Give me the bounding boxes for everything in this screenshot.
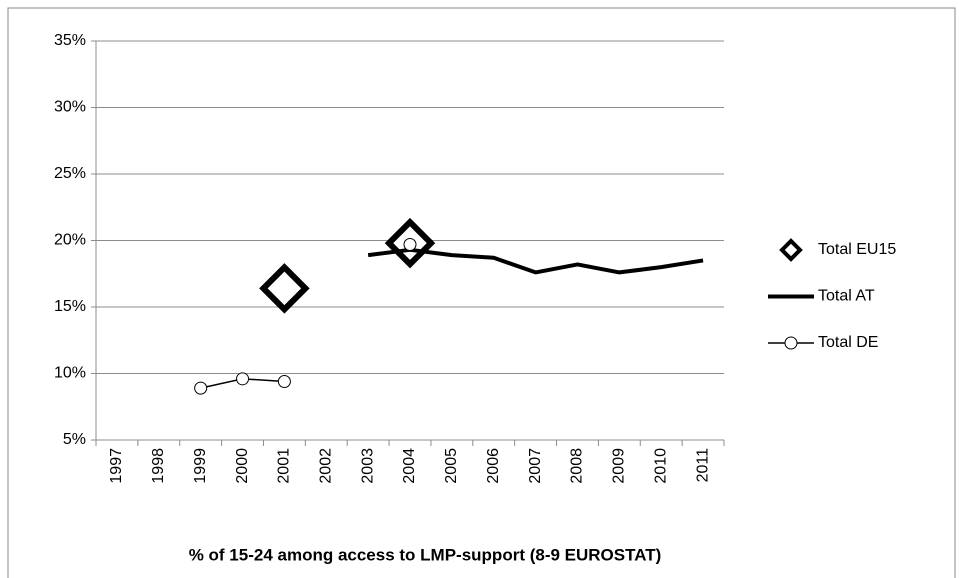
- data-point: [277, 374, 291, 388]
- x-tick-label: 2007: [527, 448, 544, 484]
- series-line: [367, 247, 704, 275]
- legend-label: Total AT: [818, 288, 875, 305]
- x-tick-label: 1997: [108, 448, 125, 484]
- legend-marker: [784, 336, 798, 350]
- x-tick-label: 2008: [569, 448, 586, 484]
- y-tick-label: 5%: [63, 431, 86, 448]
- legend-label: Total EU15: [818, 241, 896, 258]
- x-tick-label: 2010: [652, 448, 669, 484]
- y-tick-label: 25%: [54, 165, 86, 182]
- x-tick-label: 2000: [234, 448, 251, 484]
- data-point: [403, 237, 417, 251]
- x-tick-label: 2005: [443, 448, 460, 484]
- x-tick-label: 1999: [192, 448, 209, 484]
- x-tick-label: 2002: [317, 448, 334, 484]
- x-tick-label: 1998: [150, 448, 167, 484]
- x-tick-label: 2009: [611, 448, 628, 484]
- x-tick-label: 2004: [401, 448, 418, 484]
- legend-marker: [779, 238, 803, 262]
- y-tick-label: 15%: [54, 298, 86, 315]
- y-tick-label: 35%: [54, 32, 86, 49]
- x-tick-label: 2001: [276, 448, 293, 484]
- y-tick-label: 30%: [54, 99, 86, 116]
- chart-border: [7, 7, 956, 578]
- data-point: [194, 381, 208, 395]
- data-point: [259, 263, 310, 314]
- x-axis-title: % of 15-24 among access to LMP-support (…: [189, 545, 662, 564]
- x-tick-label: 2011: [694, 448, 711, 483]
- series-line: [201, 244, 410, 388]
- legend-label: Total DE: [818, 334, 878, 351]
- y-tick-label: 20%: [54, 232, 86, 249]
- y-tick-label: 10%: [54, 365, 86, 382]
- x-tick-label: 2003: [359, 448, 376, 484]
- x-tick-label: 2006: [485, 448, 502, 484]
- data-point: [236, 372, 250, 386]
